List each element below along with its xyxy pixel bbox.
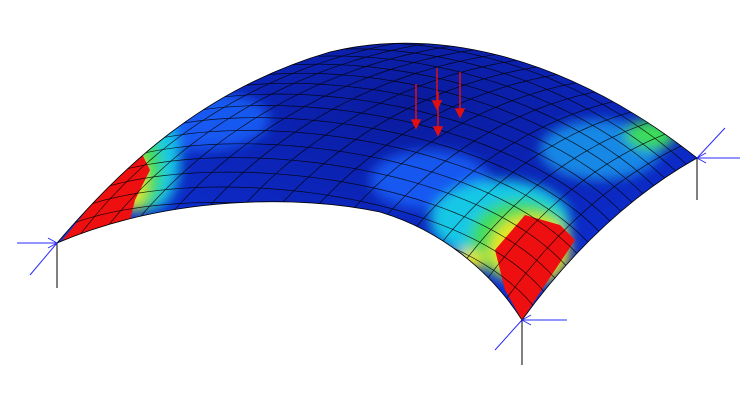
mesh-line [268, 72, 644, 194]
mesh-line [244, 82, 633, 203]
support-right [696, 127, 740, 200]
mesh-line [318, 55, 665, 179]
mesh-line [293, 63, 655, 186]
mesh-grid [71, 43, 687, 306]
support-left [17, 237, 58, 288]
mesh-line [345, 48, 676, 172]
stress-peak-front [495, 215, 575, 320]
support-front [494, 314, 567, 365]
mesh-line [482, 133, 668, 285]
load-arrows [410, 68, 466, 137]
mesh-line [504, 145, 683, 302]
mesh-line [400, 100, 619, 247]
mesh-line [335, 81, 584, 230]
shell-outline [56, 42, 698, 321]
mesh-line [300, 72, 565, 225]
mesh-line [372, 43, 687, 165]
mesh-line [221, 93, 622, 212]
mesh-line [430, 110, 636, 258]
mesh-line [368, 90, 601, 238]
stress-peak-left [60, 150, 150, 243]
mesh-line [458, 121, 652, 271]
